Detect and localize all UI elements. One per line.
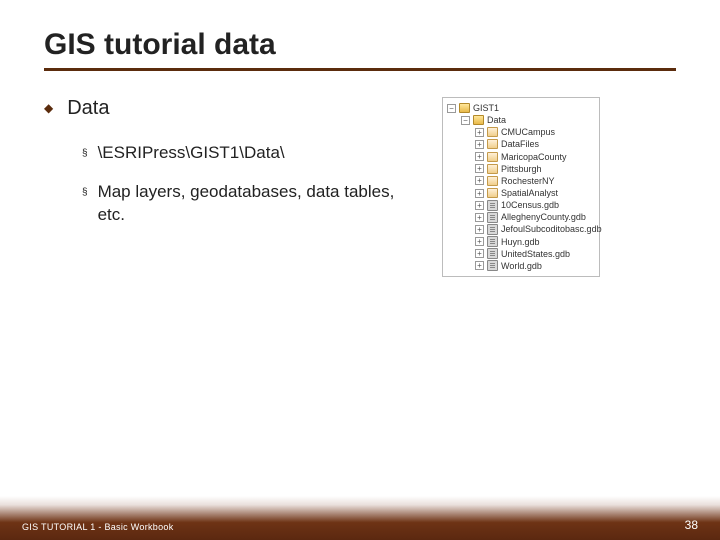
- bullet-level2: § Map layers, geodatabases, data tables,…: [82, 181, 414, 227]
- tree-item: +10Census.gdb: [447, 199, 593, 211]
- folder-tree: − GIST1 − Data + CMUCampus + DataFiles + Mari…: [442, 97, 600, 277]
- tree-item: + SpatialAnalyst: [447, 187, 593, 199]
- tree-label: MaricopaCounty: [501, 151, 567, 163]
- section-bullet-icon: §: [82, 186, 88, 200]
- tree-label: Huyn.gdb: [501, 236, 540, 248]
- tree-item: + RochesterNY: [447, 175, 593, 187]
- expand-icon: +: [475, 152, 484, 161]
- collapse-icon: −: [461, 116, 470, 125]
- tree-label: World.gdb: [501, 260, 542, 272]
- folder-icon: [487, 127, 498, 137]
- geodatabase-icon: [487, 236, 498, 247]
- geodatabase-icon: [487, 200, 498, 211]
- expand-icon: +: [475, 140, 484, 149]
- folder-icon: [487, 188, 498, 198]
- geodatabase-icon: [487, 212, 498, 223]
- tree-label: 10Census.gdb: [501, 199, 559, 211]
- tree-label: GIST1: [473, 102, 499, 114]
- bullet-level2: § \ESRIPress\GIST1\Data\: [82, 142, 414, 165]
- tree-item: + MaricopaCounty: [447, 151, 593, 163]
- folder-icon: [473, 115, 484, 125]
- tree-item: + DataFiles: [447, 138, 593, 150]
- expand-icon: +: [475, 249, 484, 258]
- tree-label: DataFiles: [501, 138, 539, 150]
- level2-text: \ESRIPress\GIST1\Data\: [98, 142, 285, 165]
- section-bullet-icon: §: [82, 147, 88, 161]
- tree-data-folder: − Data: [447, 114, 593, 126]
- expand-icon: +: [475, 176, 484, 185]
- level1-text: Data: [67, 97, 109, 120]
- expand-icon: +: [475, 225, 484, 234]
- expand-icon: +: [475, 189, 484, 198]
- tree-items: + CMUCampus + DataFiles + MaricopaCounty + Pitt…: [447, 126, 593, 272]
- tree-label: AlleghenyCounty.gdb: [501, 211, 586, 223]
- tree-label: Pittsburgh: [501, 163, 542, 175]
- tree-root: − GIST1: [447, 102, 593, 114]
- expand-icon: +: [475, 237, 484, 246]
- folder-icon: [487, 139, 498, 149]
- tree-label: RochesterNY: [501, 175, 555, 187]
- geodatabase-icon: [487, 248, 498, 259]
- geodatabase-icon: [487, 260, 498, 271]
- folder-icon: [487, 164, 498, 174]
- expand-icon: +: [475, 201, 484, 210]
- tree-label: CMUCampus: [501, 126, 555, 138]
- tree-item: + World.gdb: [447, 260, 593, 272]
- expand-icon: +: [475, 261, 484, 270]
- folder-icon: [487, 152, 498, 162]
- tree-item: + Huyn.gdb: [447, 236, 593, 248]
- expand-icon: +: [475, 164, 484, 173]
- collapse-icon: −: [447, 104, 456, 113]
- folder-icon: [487, 176, 498, 186]
- folder-icon: [459, 103, 470, 113]
- tree-item: + CMUCampus: [447, 126, 593, 138]
- page-number: 38: [685, 518, 698, 532]
- tree-item: + Pittsburgh: [447, 163, 593, 175]
- text-column: ◆ Data § \ESRIPress\GIST1\Data\ § Map la…: [44, 97, 414, 277]
- tree-label: Data: [487, 114, 506, 126]
- tree-label: UnitedStates.gdb: [501, 248, 570, 260]
- tree-item: +JefoulSubcoditobasc.gdb: [447, 223, 593, 235]
- content-area: ◆ Data § \ESRIPress\GIST1\Data\ § Map la…: [44, 97, 676, 277]
- bullet-level1: ◆ Data: [44, 97, 414, 120]
- diamond-bullet-icon: ◆: [44, 101, 53, 115]
- tree-label: SpatialAnalyst: [501, 187, 558, 199]
- expand-icon: +: [475, 128, 484, 137]
- slide: GIS tutorial data ◆ Data § \ESRIPress\GI…: [0, 0, 720, 540]
- tree-item: + UnitedStates.gdb: [447, 248, 593, 260]
- geodatabase-icon: [487, 224, 498, 235]
- slide-title: GIS tutorial data: [44, 28, 676, 71]
- expand-icon: +: [475, 213, 484, 222]
- tree-item: + AlleghenyCounty.gdb: [447, 211, 593, 223]
- footer-text: GIS TUTORIAL 1 - Basic Workbook: [22, 522, 174, 532]
- level2-text: Map layers, geodatabases, data tables, e…: [98, 181, 414, 227]
- tree-label: JefoulSubcoditobasc.gdb: [501, 223, 602, 235]
- footer-bar: GIS TUTORIAL 1 - Basic Workbook 38: [0, 496, 720, 540]
